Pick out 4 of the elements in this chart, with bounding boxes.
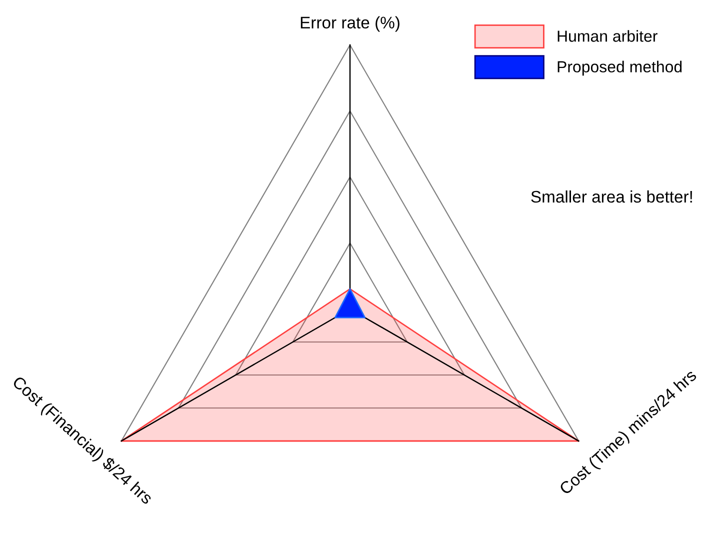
spoke-label: Error rate (%): [300, 16, 400, 32]
legend-label: Human arbiter: [558, 30, 658, 42]
text: Smaller area is better!: [531, 190, 692, 203]
legend-label: Proposed method: [558, 60, 682, 76]
